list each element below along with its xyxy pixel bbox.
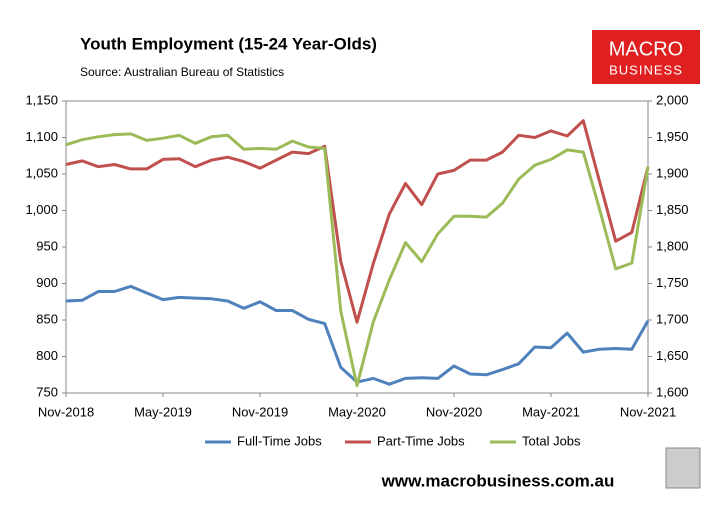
y2-tick-label: 1,650 xyxy=(656,348,689,363)
y2-tick-label: 1,900 xyxy=(656,165,689,180)
y-tick-label: 1,150 xyxy=(25,92,58,107)
y2-tick-label: 1,800 xyxy=(656,238,689,253)
logo-box xyxy=(592,30,700,84)
y2-tick-label: 2,000 xyxy=(656,92,689,107)
wolf-icon xyxy=(665,447,701,489)
y-tick-label: 850 xyxy=(36,311,58,326)
y2-tick-label: 1,600 xyxy=(656,384,689,399)
y-tick-label: 1,050 xyxy=(25,165,58,180)
x-tick-label: May-2019 xyxy=(134,404,192,419)
series-line xyxy=(65,119,650,324)
y-tick-label: 800 xyxy=(36,348,58,363)
y2-tick-label: 1,950 xyxy=(656,129,689,144)
plot-frame xyxy=(65,100,649,394)
y2-tick-label: 1,700 xyxy=(656,311,689,326)
y-tick-label: 750 xyxy=(36,384,58,399)
series-line xyxy=(65,284,650,386)
x-tick-label: Nov-2021 xyxy=(620,404,676,419)
chart-subtitle: Source: Australian Bureau of Statistics xyxy=(80,65,284,79)
legend-label: Total Jobs xyxy=(522,433,581,448)
y2-tick-label: 1,850 xyxy=(656,202,689,217)
x-tick-label: Nov-2018 xyxy=(38,404,94,419)
y-tick-label: 1,100 xyxy=(25,129,58,144)
logo-text: BUSINESS xyxy=(609,62,683,77)
legend-label: Full-Time Jobs xyxy=(237,433,322,448)
x-tick-label: May-2021 xyxy=(522,404,580,419)
x-tick-label: May-2020 xyxy=(328,404,386,419)
series-line xyxy=(65,132,650,388)
y-tick-label: 900 xyxy=(36,275,58,290)
chart-title: Youth Employment (15-24 Year-Olds) xyxy=(80,34,377,53)
y-tick-label: 1,000 xyxy=(25,202,58,217)
logo-text: MACRO xyxy=(609,38,683,60)
x-tick-label: Nov-2019 xyxy=(232,404,288,419)
y-tick-label: 950 xyxy=(36,238,58,253)
footer: www.macrobusiness.com.au xyxy=(381,471,615,490)
x-tick-label: Nov-2020 xyxy=(426,404,482,419)
legend-label: Part-Time Jobs xyxy=(377,433,465,448)
y2-tick-label: 1,750 xyxy=(656,275,689,290)
